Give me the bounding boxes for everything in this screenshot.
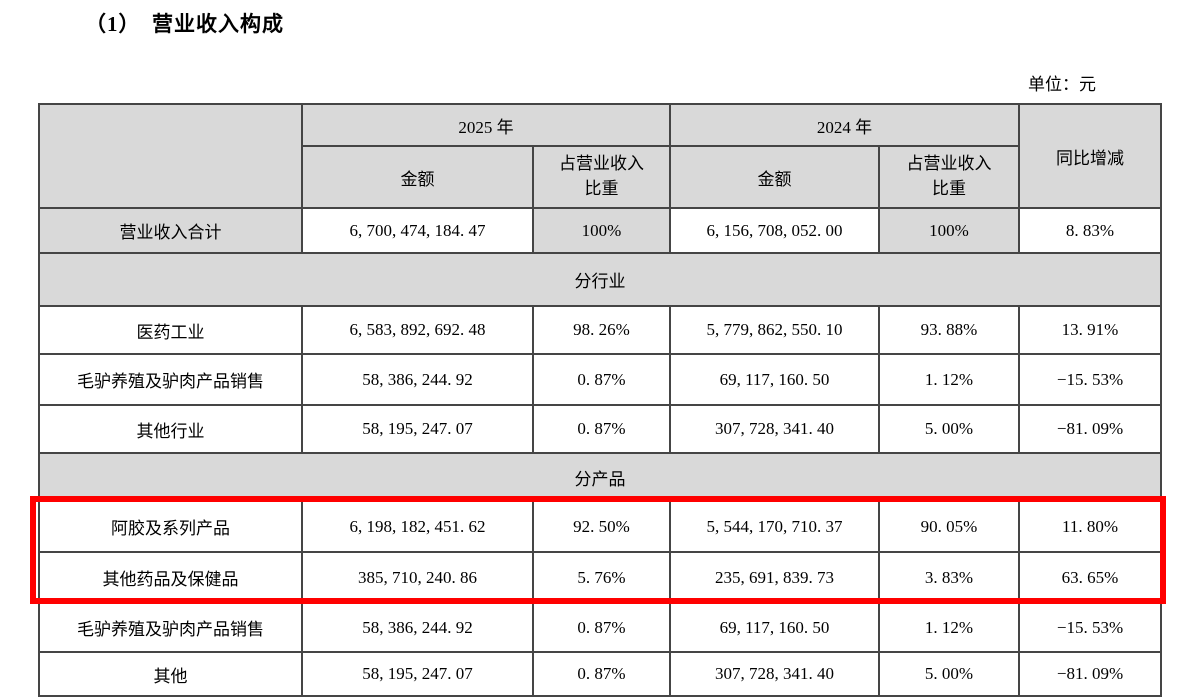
row-label-cell: 营业收入合计 — [38, 207, 303, 254]
unit-label: 单位：元 — [1028, 75, 1096, 94]
row-label-cell: 医药工业 — [38, 305, 303, 355]
yoy-header: 同比增减 — [1018, 103, 1162, 209]
section-band-industry: 分行业 — [38, 252, 1162, 307]
share-2024-cell: 3. 83% — [878, 551, 1020, 604]
table-row-industry: 其他行业 58, 195, 247. 07 0. 87% 307, 728, 3… — [38, 404, 1162, 454]
amount-2024-cell: 6, 156, 708, 052. 00 — [669, 207, 880, 254]
amount-2024-header: 金额 — [669, 145, 880, 209]
amount-2025-cell: 385, 710, 240. 86 — [301, 551, 534, 604]
yoy-cell: −81. 09% — [1018, 404, 1162, 454]
share-2024-cell: 5. 00% — [878, 651, 1020, 697]
section-title: （1） 营业收入构成 — [85, 12, 284, 36]
share-2025-cell: 98. 26% — [532, 305, 671, 355]
yoy-cell: 13. 91% — [1018, 305, 1162, 355]
amount-2025-cell: 6, 700, 474, 184. 47 — [301, 207, 534, 254]
share-2025-cell: 0. 87% — [532, 651, 671, 697]
share-2025-header: 占营业收入 比重 — [532, 145, 671, 209]
yoy-cell: −15. 53% — [1018, 602, 1162, 653]
share-2025-cell: 0. 87% — [532, 404, 671, 454]
amount-2025-cell: 58, 386, 244. 92 — [301, 602, 534, 653]
amount-2025-cell: 6, 198, 182, 451. 62 — [301, 500, 534, 553]
row-label-cell: 毛驴养殖及驴肉产品销售 — [38, 602, 303, 653]
row-label-cell: 毛驴养殖及驴肉产品销售 — [38, 353, 303, 406]
row-label-cell: 其他行业 — [38, 404, 303, 454]
yoy-cell: 8. 83% — [1018, 207, 1162, 254]
table-row-product-highlighted: 阿胶及系列产品 6, 198, 182, 451. 62 92. 50% 5, … — [38, 500, 1162, 553]
amount-2024-cell: 5, 544, 170, 710. 37 — [669, 500, 880, 553]
amount-2025-header: 金额 — [301, 145, 534, 209]
yoy-cell: −15. 53% — [1018, 353, 1162, 406]
table-row-product-highlighted: 其他药品及保健品 385, 710, 240. 86 5. 76% 235, 6… — [38, 551, 1162, 604]
amount-2025-cell: 58, 195, 247. 07 — [301, 404, 534, 454]
amount-2024-cell: 69, 117, 160. 50 — [669, 353, 880, 406]
row-label-cell: 其他药品及保健品 — [38, 551, 303, 604]
yoy-cell: 11. 80% — [1018, 500, 1162, 553]
share-2025-cell: 0. 87% — [532, 602, 671, 653]
yoy-cell: 63. 65% — [1018, 551, 1162, 604]
table-row-industry: 医药工业 6, 583, 892, 692. 48 98. 26% 5, 779… — [38, 305, 1162, 355]
band-label: 分产品 — [38, 452, 1162, 502]
share-2024-cell: 1. 12% — [878, 602, 1020, 653]
share-2024-cell: 5. 00% — [878, 404, 1020, 454]
corner-empty-cell — [38, 103, 303, 209]
amount-2025-cell: 58, 195, 247. 07 — [301, 651, 534, 697]
share-2025-cell: 0. 87% — [532, 353, 671, 406]
amount-2024-cell: 307, 728, 341. 40 — [669, 404, 880, 454]
year-2024-header: 2024 年 — [669, 103, 1020, 147]
amount-2024-cell: 69, 117, 160. 50 — [669, 602, 880, 653]
yoy-cell: −81. 09% — [1018, 651, 1162, 697]
share-2024-cell: 90. 05% — [878, 500, 1020, 553]
share-2024-cell: 100% — [878, 207, 1020, 254]
section-band-product: 分产品 — [38, 452, 1162, 502]
row-label-cell: 阿胶及系列产品 — [38, 500, 303, 553]
share-2025-cell: 5. 76% — [532, 551, 671, 604]
amount-2024-cell: 307, 728, 341. 40 — [669, 651, 880, 697]
share-2024-header: 占营业收入 比重 — [878, 145, 1020, 209]
amount-2025-cell: 6, 583, 892, 692. 48 — [301, 305, 534, 355]
share-2024-cell: 1. 12% — [878, 353, 1020, 406]
table-row-total: 营业收入合计 6, 700, 474, 184. 47 100% 6, 156,… — [38, 207, 1162, 254]
row-label-cell: 其他 — [38, 651, 303, 697]
share-2024-cell: 93. 88% — [878, 305, 1020, 355]
table-row-product: 其他 58, 195, 247. 07 0. 87% 307, 728, 341… — [38, 651, 1162, 697]
amount-2024-cell: 5, 779, 862, 550. 10 — [669, 305, 880, 355]
amount-2024-cell: 235, 691, 839. 73 — [669, 551, 880, 604]
header-row-measures: 金额 占营业收入 比重 金额 占营业收入 比重 — [39, 145, 1161, 209]
share-2025-cell: 100% — [532, 207, 671, 254]
amount-2025-cell: 58, 386, 244. 92 — [301, 353, 534, 406]
table-row-industry: 毛驴养殖及驴肉产品销售 58, 386, 244. 92 0. 87% 69, … — [38, 353, 1162, 406]
revenue-composition-table: 2025 年 2024 年 同比增减 金额 占营业收入 比重 金额 占营业收入 … — [38, 103, 1162, 697]
year-2025-header: 2025 年 — [301, 103, 671, 147]
table-row-product: 毛驴养殖及驴肉产品销售 58, 386, 244. 92 0. 87% 69, … — [38, 602, 1162, 653]
header-row-years: 2025 年 2024 年 同比增减 — [38, 103, 1162, 209]
band-label: 分行业 — [38, 252, 1162, 307]
share-2025-cell: 92. 50% — [532, 500, 671, 553]
